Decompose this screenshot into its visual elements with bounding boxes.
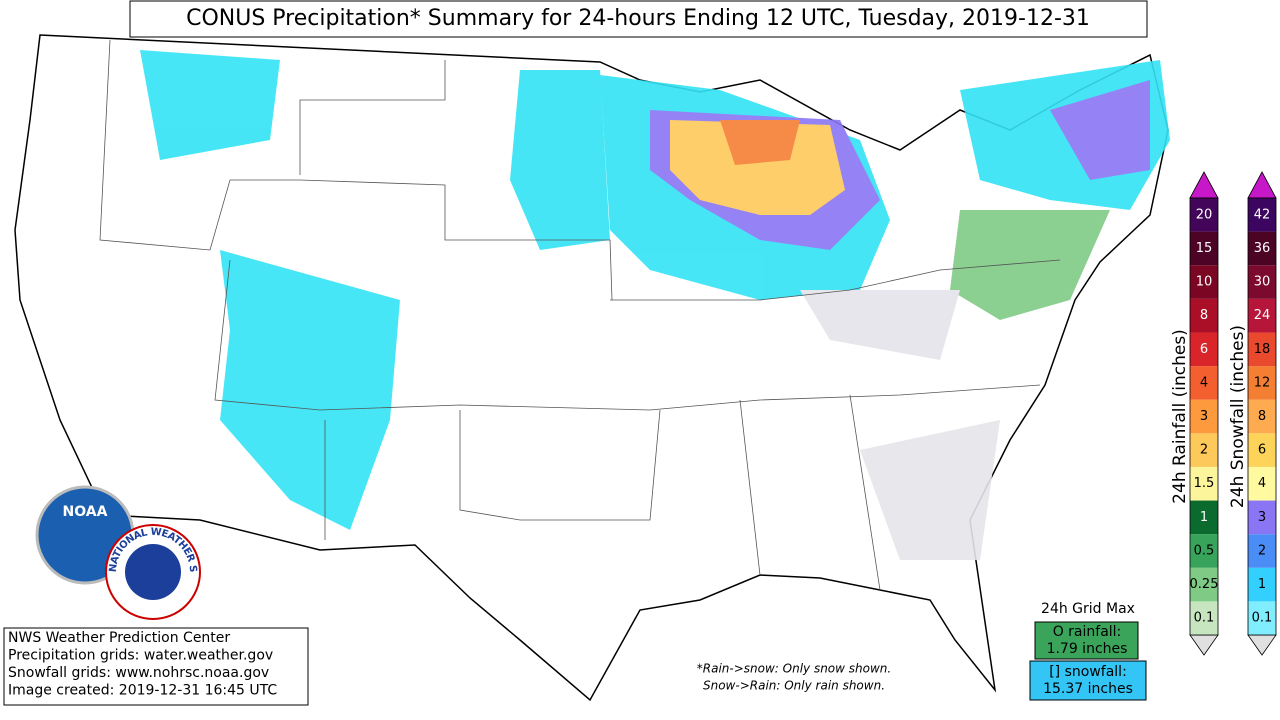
legend-label: 3 [1258, 510, 1266, 525]
legend-swatch [1190, 500, 1218, 535]
legend-swatch [1248, 466, 1276, 501]
title-box [129, 0, 1148, 38]
legend-swatch [1190, 265, 1218, 299]
legend-label: 30 [1254, 275, 1271, 290]
snow-max-text: 15.37 inches [1043, 681, 1133, 697]
legend-label: 3 [1200, 409, 1208, 424]
legend-label: 4 [1200, 375, 1208, 390]
legend-swatch [1190, 433, 1218, 467]
legend-label: 8 [1258, 409, 1266, 424]
legend-label: 2 [1200, 443, 1208, 458]
legend-label: 18 [1254, 342, 1271, 357]
legend-label: 36 [1254, 241, 1271, 256]
state-borders [99, 39, 1061, 591]
legend-swatch [1248, 567, 1276, 602]
legend-top-arrow [1247, 171, 1277, 199]
map [14, 34, 1170, 702]
legend-swatch [1248, 433, 1276, 467]
legend-label: 24 [1254, 308, 1271, 323]
legend-label: 6 [1200, 342, 1208, 357]
legend-label: 0.1 [1194, 611, 1215, 626]
legend-swatch [1248, 399, 1276, 434]
legend-swatch [1190, 298, 1218, 333]
legend-label: 0.5 [1194, 543, 1215, 558]
legend-swatch [1190, 399, 1218, 434]
nws-logo-center [125, 544, 181, 600]
legend-frame [1247, 197, 1277, 636]
legend-top-arrow [1189, 171, 1219, 199]
legend-label: 42 [1254, 207, 1271, 222]
grid-max-title: 24h Grid Max [1041, 601, 1135, 617]
credits: NWS Weather Prediction Center Precipitati… [8, 630, 277, 699]
legend-label: 0.25 [1190, 577, 1219, 592]
credit-line: NWS Weather Prediction Center [8, 630, 230, 646]
credit-line: Snowfall grids: www.nohrsc.noaa.gov [8, 665, 269, 681]
legend-label: 1.5 [1194, 476, 1215, 491]
precip-areas [140, 50, 1170, 560]
credit-line: Precipitation grids: water.weather.gov [8, 648, 273, 664]
legend-swatch [1248, 500, 1276, 535]
legend-bottom-arrow [1189, 634, 1219, 656]
legend-swatch [1190, 601, 1218, 635]
legend-label: 10 [1196, 275, 1213, 290]
legend-label: 4 [1258, 476, 1266, 491]
legend-label: 6 [1258, 443, 1266, 458]
legend-label: 0.1 [1252, 611, 1273, 626]
legend-swatch [1248, 231, 1276, 266]
snow-max-text: [] snowfall: [1049, 664, 1127, 680]
legend-swatch [1248, 265, 1276, 299]
legend-label: 2 [1258, 543, 1266, 558]
legend-frame [1189, 197, 1219, 636]
legend-label: 12 [1254, 375, 1271, 390]
legend-swatch [1248, 366, 1276, 400]
notes: *Rain->snow: Only snow shown. Snow->Rain:… [697, 662, 891, 693]
legend-swatch [1248, 198, 1276, 232]
rain-max-box [1034, 621, 1139, 660]
legend-label: 1 [1200, 510, 1208, 525]
grid-max: O rainfall:1.79 inches [] snowfall:15.37 … [1043, 624, 1133, 697]
note-line: Snow->Rain: Only rain shown. [703, 679, 885, 693]
legend-label: 8 [1200, 308, 1208, 323]
legend-swatch [1190, 534, 1218, 568]
legend-swatch [1248, 534, 1276, 568]
legend-label: 1 [1258, 577, 1266, 592]
note-line: *Rain->snow: Only snow shown. [697, 662, 891, 676]
legend-swatch [1248, 601, 1276, 635]
legend-title: 24h Snowfall (inches) [1228, 325, 1248, 508]
rain-max-text: 1.79 inches [1047, 641, 1128, 657]
legend-swatch [1248, 298, 1276, 333]
legends: 24h Rainfall (inches) 0.1 0.25 0.5 1 1.5 2 3 4 6 8… [1170, 171, 1277, 656]
legend-label: 20 [1196, 207, 1213, 222]
credit-line: Image created: 2019-12-31 16:45 UTC [8, 683, 277, 699]
legend-swatch [1190, 198, 1218, 232]
rain-max-text: O rainfall: [1053, 624, 1122, 640]
noaa-text: NOAA [63, 504, 108, 520]
legend-swatch [1248, 332, 1276, 367]
legend-label: 15 [1196, 241, 1213, 256]
title: CONUS Precipitation* Summary for 24-hour… [186, 6, 1090, 31]
legend-swatch [1190, 466, 1218, 501]
credits-box [3, 627, 309, 706]
legend-swatch [1190, 332, 1218, 367]
legend-swatch [1190, 231, 1218, 266]
legend-title: 24h Rainfall (inches) [1170, 329, 1190, 504]
snow-max-box [1029, 660, 1147, 701]
legend-swatch [1190, 366, 1218, 400]
legend-bottom-arrow [1247, 634, 1277, 656]
legend-swatch [1190, 567, 1218, 602]
